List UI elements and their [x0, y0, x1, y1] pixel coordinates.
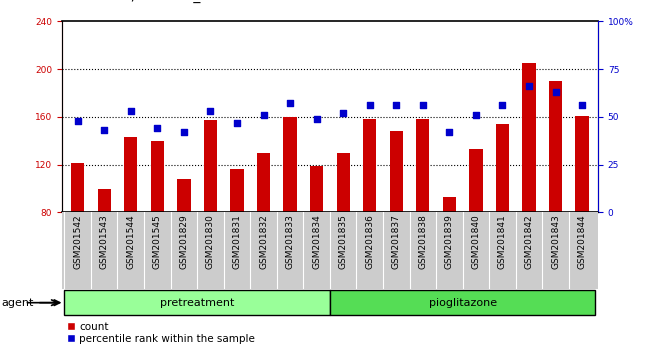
Bar	[283, 117, 296, 308]
Bar	[575, 116, 589, 308]
Point	[258, 112, 268, 118]
Point	[179, 129, 189, 135]
Text: GSM201840: GSM201840	[471, 214, 480, 269]
Point	[524, 84, 534, 89]
Text: GSM201830: GSM201830	[206, 214, 215, 269]
Bar	[523, 63, 536, 308]
Text: GSM201844: GSM201844	[578, 214, 586, 269]
Point	[205, 108, 216, 114]
Point	[311, 116, 322, 121]
Text: GDS4132 / 235587_at: GDS4132 / 235587_at	[62, 0, 214, 3]
Point	[471, 112, 481, 118]
Legend: count, percentile rank within the sample: count, percentile rank within the sample	[67, 322, 255, 344]
Text: pretreatment: pretreatment	[160, 298, 235, 308]
Text: GSM201545: GSM201545	[153, 214, 162, 269]
Text: GSM201833: GSM201833	[285, 214, 294, 269]
Text: GSM201839: GSM201839	[445, 214, 454, 269]
Bar	[151, 141, 164, 308]
Bar	[98, 188, 111, 308]
Bar	[443, 197, 456, 308]
Point	[125, 108, 136, 114]
Point	[497, 103, 508, 108]
Text: GSM201543: GSM201543	[99, 214, 109, 269]
Bar	[337, 153, 350, 308]
Text: GSM201842: GSM201842	[525, 214, 534, 269]
Bar	[330, 290, 595, 315]
Bar	[310, 166, 323, 308]
Bar	[64, 290, 330, 315]
Bar	[71, 164, 84, 308]
Bar	[230, 170, 244, 308]
Point	[551, 89, 561, 95]
Bar	[496, 124, 509, 308]
Text: GSM201841: GSM201841	[498, 214, 507, 269]
Bar	[549, 81, 562, 308]
Point	[577, 103, 587, 108]
Text: GSM201544: GSM201544	[126, 214, 135, 269]
Bar	[416, 119, 430, 308]
Point	[417, 103, 428, 108]
Point	[391, 103, 402, 108]
Point	[365, 103, 375, 108]
Point	[152, 125, 162, 131]
Point	[444, 129, 454, 135]
Text: pioglitazone: pioglitazone	[428, 298, 497, 308]
Text: GSM201837: GSM201837	[392, 214, 401, 269]
Text: GSM201834: GSM201834	[312, 214, 321, 269]
Text: GSM201843: GSM201843	[551, 214, 560, 269]
Text: agent: agent	[1, 298, 34, 308]
Point	[73, 118, 83, 124]
Bar	[469, 149, 482, 308]
Point	[99, 127, 109, 133]
Bar	[124, 137, 137, 308]
Bar	[257, 153, 270, 308]
Bar	[389, 131, 403, 308]
Text: GSM201836: GSM201836	[365, 214, 374, 269]
Point	[232, 120, 242, 125]
Text: GSM201542: GSM201542	[73, 214, 82, 269]
Bar	[204, 120, 217, 308]
Bar	[363, 119, 376, 308]
Point	[285, 101, 295, 106]
Text: GSM201838: GSM201838	[419, 214, 427, 269]
Text: GSM201831: GSM201831	[233, 214, 241, 269]
Text: GSM201829: GSM201829	[179, 214, 188, 269]
Text: GSM201835: GSM201835	[339, 214, 348, 269]
Bar	[177, 179, 190, 308]
Point	[338, 110, 348, 116]
Text: GSM201832: GSM201832	[259, 214, 268, 269]
